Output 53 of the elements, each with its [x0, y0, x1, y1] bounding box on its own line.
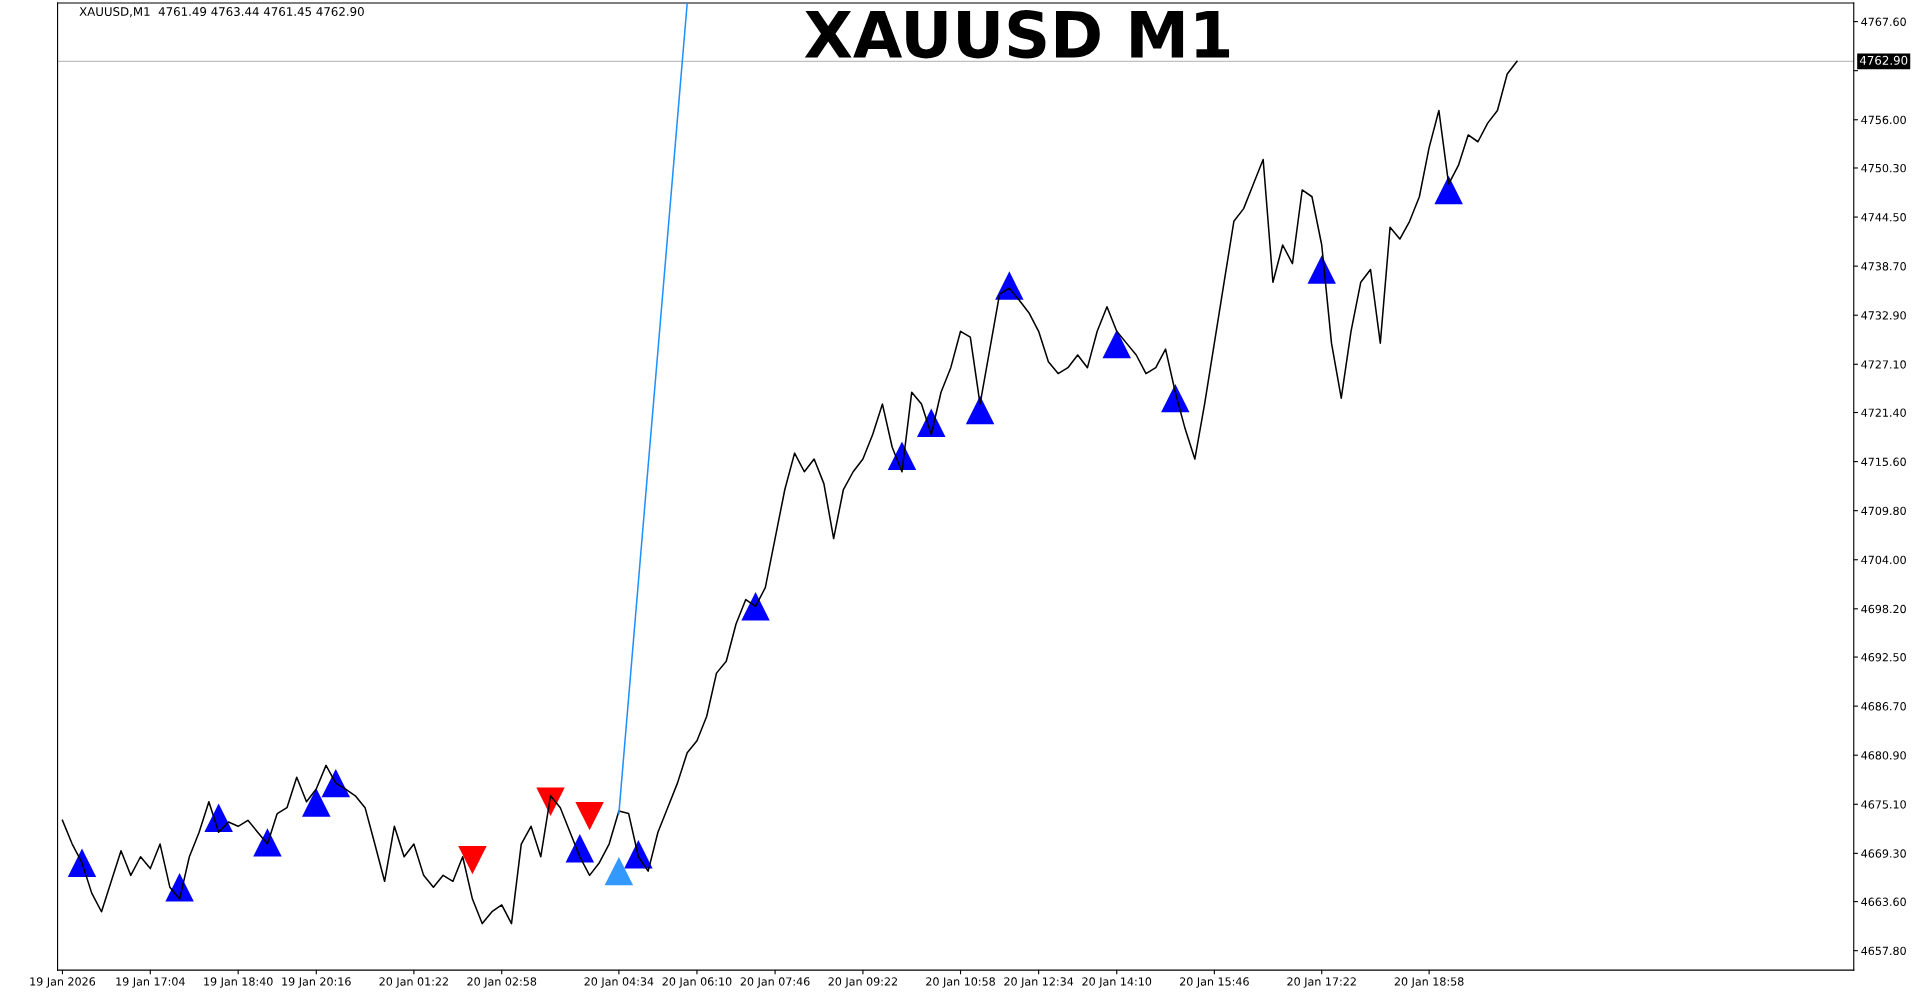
y-tick-label: 4692.50 [1861, 653, 1906, 662]
y-tick-label: 4767.60 [1861, 17, 1906, 26]
y-tick-label: 4727.10 [1861, 360, 1906, 369]
y-tick-label: 4750.30 [1861, 163, 1906, 173]
annotation: XAUUSD,M1 4761.49 4763.44 4761.45 4762.90 [79, 7, 364, 18]
point [458, 845, 487, 875]
point [67, 848, 97, 877]
x-tick-label: 20 Jan 18:58 [1394, 977, 1464, 988]
x-tick-label: 20 Jan 10:58 [926, 977, 995, 988]
point [253, 828, 282, 857]
x-tick-label: 19 Jan 20:16 [282, 977, 351, 988]
chart-title: XAUUSD M1 [804, 10, 1230, 59]
point [1102, 329, 1131, 359]
x-tick-label: 20 Jan 02:58 [467, 977, 537, 988]
y-tick-label: 4744.50 [1861, 213, 1906, 222]
x-tick-label: 20 Jan 01:22 [379, 977, 448, 988]
point [565, 834, 595, 863]
line-series [61, 60, 1518, 925]
x-tick-label: 20 Jan 15:46 [1179, 977, 1249, 988]
y-tick-label: 4698.20 [1861, 604, 1906, 614]
x-tick-label: 20 Jan 14:10 [1082, 977, 1152, 988]
y-tick-label: 4738.70 [1861, 262, 1906, 271]
point [321, 768, 351, 798]
x-tick-label: 20 Jan 06:10 [662, 977, 732, 988]
y-tick-label: 4709.80 [1861, 506, 1906, 516]
x-tick-label: 19 Jan 2026 [30, 977, 96, 988]
y-tick-label: 4686.70 [1861, 702, 1906, 711]
y-tick-label: 4657.80 [1861, 946, 1906, 956]
y-tick-label: 4669.30 [1861, 849, 1906, 858]
y-tick-label: 4732.90 [1861, 311, 1906, 320]
y-tick-label: 4663.60 [1861, 897, 1906, 906]
x-tick-label: 20 Jan 17:22 [1287, 977, 1356, 988]
y-tick-label: 4715.60 [1861, 457, 1906, 466]
y-tick-label: 4680.90 [1861, 751, 1906, 760]
point [741, 592, 770, 621]
ref-line-label: 4762.90 [1859, 55, 1908, 65]
y-tick-label: 4756.00 [1861, 115, 1906, 125]
point [1434, 175, 1463, 205]
y-tick-label: 4704.00 [1861, 555, 1906, 565]
y-tick-label: 4675.10 [1861, 800, 1906, 809]
point [1161, 383, 1190, 413]
y-tick-label: 4721.40 [1861, 408, 1906, 417]
point [302, 788, 331, 817]
x-tick-label: 20 Jan 12:34 [1004, 977, 1074, 988]
point [575, 801, 604, 831]
point [1307, 255, 1336, 284]
x-tick-label: 20 Jan 09:22 [828, 977, 897, 988]
x-tick-label: 19 Jan 18:40 [204, 977, 273, 988]
x-tick-label: 19 Jan 17:04 [116, 977, 185, 988]
x-tick-label: 20 Jan 04:34 [584, 977, 654, 988]
x-tick-label: 20 Jan 07:46 [740, 977, 810, 988]
point [604, 856, 634, 886]
line-series [618, 2, 688, 815]
